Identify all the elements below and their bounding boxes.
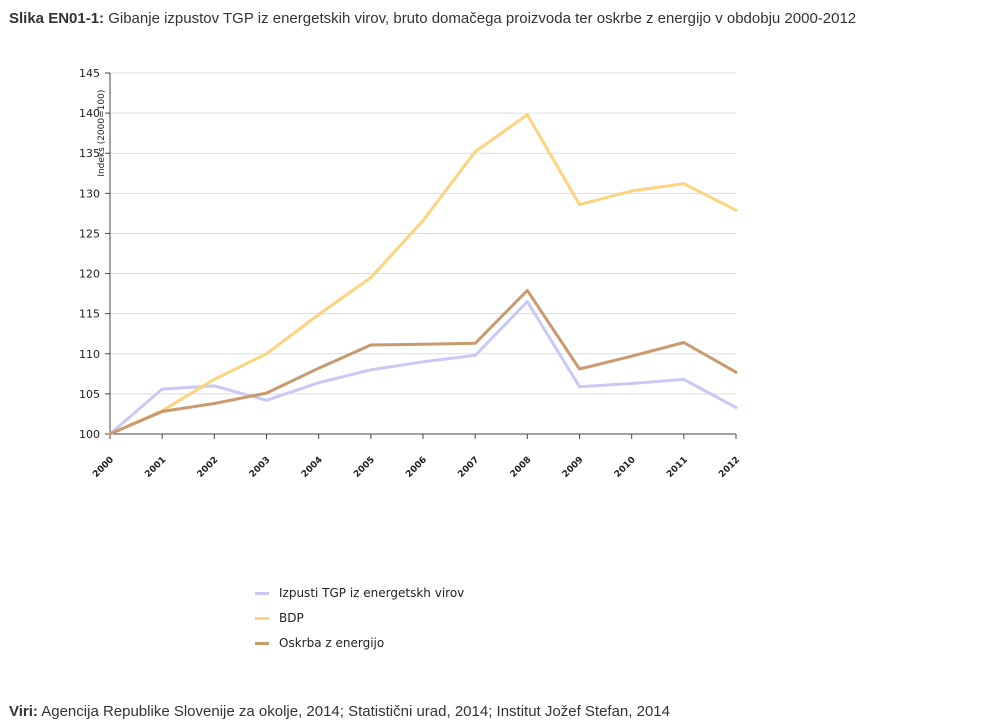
sources-text: Agencija Republike Slovenije za okolje, …	[37, 703, 670, 720]
series-line-2	[108, 113, 738, 436]
x-tick-label: 2011	[665, 455, 690, 480]
line-chart: 100 105 110 115 120 125 130 135 140 145 Indeks (20…	[79, 67, 742, 480]
legend-item: BDP	[255, 607, 464, 629]
series-line-1	[108, 300, 738, 436]
y-tick-label: 105	[79, 388, 100, 401]
sources-label: Viri:	[9, 703, 38, 720]
x-tick-label: 2001	[143, 455, 168, 480]
series-line-3	[108, 288, 738, 436]
y-tick-label: 130	[79, 187, 100, 200]
x-tick-label: 2000	[91, 455, 116, 480]
y-tick-label: 120	[79, 268, 100, 281]
x-tick-label: 2004	[300, 455, 325, 480]
x-tick-label: 2006	[404, 455, 429, 480]
legend-label: Izpusti TGP iz energetskh virov	[279, 586, 465, 600]
y-tick-label: 145	[79, 67, 100, 80]
legend-swatch	[255, 641, 269, 645]
figure-caption: Slika EN01-1: Gibanje izpustov TGP iz en…	[9, 10, 856, 27]
chart-legend: Izpusti TGP iz energetskh virov BDP Oskrba…	[255, 582, 464, 657]
figure-caption-label: Slika EN01-1:	[9, 10, 105, 27]
y-tick-label: 115	[79, 308, 100, 321]
legend-item: Izpusti TGP iz energetskh virov	[255, 582, 464, 604]
y-tick-label: 140	[79, 107, 100, 120]
y-tick-label: 100	[79, 428, 100, 441]
legend-swatch	[255, 591, 269, 595]
legend-swatch	[255, 616, 269, 620]
y-tick-label: 125	[79, 227, 100, 240]
x-tick-label: 2005	[352, 455, 377, 480]
y-tick-label: 135	[79, 147, 100, 160]
y-tick-label: 110	[79, 348, 100, 361]
x-tick-label: 2007	[456, 455, 481, 480]
figure-caption-text: Gibanje izpustov TGP iz energetskih viro…	[104, 10, 857, 27]
x-tick-label: 2008	[509, 455, 534, 480]
y-axis-label: Indeks (2000=100)	[97, 90, 107, 177]
x-tick-label: 2009	[561, 455, 586, 480]
sources-note: Viri: Agencija Republike Slovenije za ok…	[9, 703, 670, 720]
x-tick-label: 2002	[196, 455, 221, 480]
legend-label: Oskrba z energijo	[279, 636, 385, 650]
x-tick-label: 2012	[717, 455, 742, 480]
legend-item: Oskrba z energijo	[255, 632, 464, 654]
x-tick-label: 2003	[248, 455, 273, 480]
x-tick-label: 2010	[613, 455, 638, 480]
legend-label: BDP	[279, 611, 304, 625]
